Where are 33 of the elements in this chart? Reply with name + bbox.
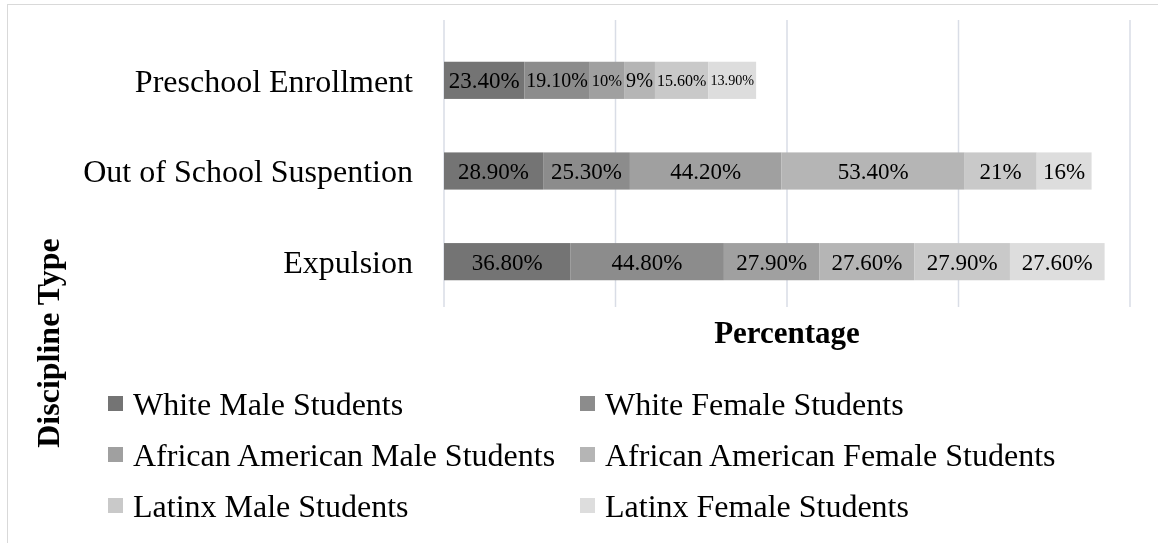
data-label: 36.80% [471, 249, 543, 275]
data-label: 53.40% [837, 159, 909, 185]
legend-label: White Female Students [605, 386, 904, 423]
data-label: 44.20% [670, 159, 742, 185]
legend-label: Latinx Male Students [133, 488, 409, 525]
legend-label: Latinx Female Students [605, 488, 909, 525]
y-tick-label: Preschool Enrollment [134, 62, 414, 99]
data-label: 15.60% [656, 71, 707, 89]
y-axis-title: Discipline Type [30, 238, 66, 448]
legend-label: White Male Students [133, 386, 404, 423]
data-label: 27.60% [1021, 249, 1093, 275]
data-label: 23.40% [448, 68, 520, 94]
y-tick-label: Out of School Suspention [83, 153, 413, 190]
data-label: 19.10% [526, 69, 588, 92]
bar [629, 152, 782, 190]
data-label: 27.90% [736, 249, 808, 275]
legend-label: African American Female Students [605, 437, 1056, 474]
data-label: 44.80% [611, 249, 683, 275]
bar [964, 152, 1037, 190]
data-label: 16% [1043, 159, 1086, 185]
data-label: 28.90% [458, 159, 530, 185]
y-tick-label: Expulsion [283, 243, 413, 280]
bar [781, 152, 965, 190]
data-label: 10% [591, 71, 623, 91]
data-label: 13.90% [710, 72, 755, 89]
legend-label: African American Male Students [133, 437, 556, 474]
bar [570, 243, 724, 281]
x-axis-title: Percentage [714, 315, 860, 350]
data-label: 21% [979, 159, 1022, 185]
data-label: 9% [626, 69, 654, 92]
data-label: 27.60% [831, 249, 903, 275]
data-label: 27.90% [926, 249, 998, 275]
data-label: 25.30% [551, 159, 622, 185]
